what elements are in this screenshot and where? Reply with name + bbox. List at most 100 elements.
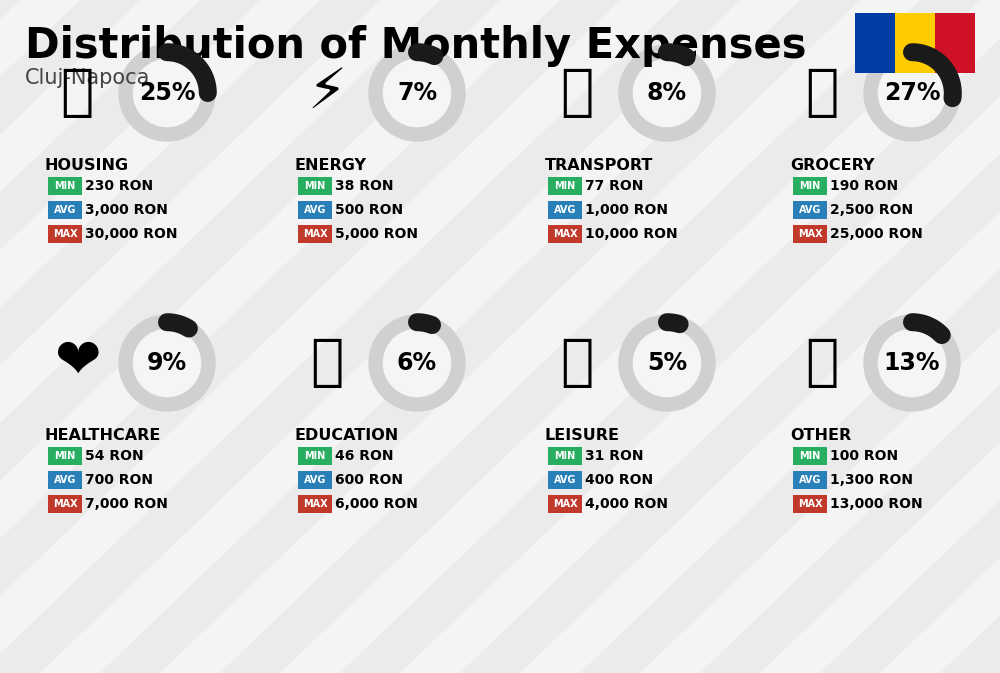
FancyBboxPatch shape bbox=[793, 447, 827, 465]
Circle shape bbox=[383, 329, 451, 396]
Text: 25%: 25% bbox=[139, 81, 195, 105]
FancyBboxPatch shape bbox=[935, 13, 975, 73]
Circle shape bbox=[369, 315, 465, 411]
FancyBboxPatch shape bbox=[298, 225, 332, 243]
FancyBboxPatch shape bbox=[48, 471, 82, 489]
Text: MAX: MAX bbox=[303, 499, 327, 509]
Text: AVG: AVG bbox=[799, 475, 821, 485]
Circle shape bbox=[119, 45, 215, 141]
Polygon shape bbox=[0, 0, 560, 673]
Polygon shape bbox=[0, 0, 80, 673]
Circle shape bbox=[878, 59, 946, 127]
Text: 30,000 RON: 30,000 RON bbox=[85, 227, 178, 241]
Text: HEALTHCARE: HEALTHCARE bbox=[45, 428, 161, 443]
Text: 100 RON: 100 RON bbox=[830, 449, 898, 463]
FancyBboxPatch shape bbox=[48, 201, 82, 219]
FancyBboxPatch shape bbox=[793, 495, 827, 513]
Text: MIN: MIN bbox=[554, 181, 576, 191]
Text: AVG: AVG bbox=[554, 475, 576, 485]
Text: 2,500 RON: 2,500 RON bbox=[830, 203, 913, 217]
Text: AVG: AVG bbox=[54, 475, 76, 485]
Text: MAX: MAX bbox=[553, 499, 577, 509]
FancyBboxPatch shape bbox=[298, 447, 332, 465]
Text: 13,000 RON: 13,000 RON bbox=[830, 497, 923, 511]
Text: TRANSPORT: TRANSPORT bbox=[545, 158, 653, 173]
Polygon shape bbox=[40, 0, 800, 673]
Text: 27%: 27% bbox=[884, 81, 940, 105]
Text: MIN: MIN bbox=[554, 451, 576, 461]
Text: MIN: MIN bbox=[54, 451, 76, 461]
Text: AVG: AVG bbox=[554, 205, 576, 215]
Polygon shape bbox=[160, 0, 920, 673]
FancyBboxPatch shape bbox=[793, 471, 827, 489]
Circle shape bbox=[119, 315, 215, 411]
FancyBboxPatch shape bbox=[298, 495, 332, 513]
Text: AVG: AVG bbox=[799, 205, 821, 215]
Polygon shape bbox=[880, 0, 1000, 673]
Text: MAX: MAX bbox=[553, 229, 577, 239]
Text: 7,000 RON: 7,000 RON bbox=[85, 497, 168, 511]
Text: Distribution of Monthly Expenses: Distribution of Monthly Expenses bbox=[25, 25, 806, 67]
FancyBboxPatch shape bbox=[48, 225, 82, 243]
FancyBboxPatch shape bbox=[548, 177, 582, 195]
Text: MAX: MAX bbox=[53, 499, 77, 509]
Text: 600 RON: 600 RON bbox=[335, 473, 403, 487]
Text: 700 RON: 700 RON bbox=[85, 473, 153, 487]
Text: 5%: 5% bbox=[647, 351, 687, 375]
Text: 🏢: 🏢 bbox=[60, 66, 94, 120]
FancyBboxPatch shape bbox=[793, 201, 827, 219]
Text: MIN: MIN bbox=[799, 181, 821, 191]
Text: 6%: 6% bbox=[397, 351, 437, 375]
Polygon shape bbox=[760, 0, 1000, 673]
Text: 4,000 RON: 4,000 RON bbox=[585, 497, 668, 511]
Polygon shape bbox=[0, 0, 200, 673]
Text: Cluj-Napoca: Cluj-Napoca bbox=[25, 68, 150, 88]
FancyBboxPatch shape bbox=[548, 201, 582, 219]
FancyBboxPatch shape bbox=[298, 201, 332, 219]
FancyBboxPatch shape bbox=[793, 225, 827, 243]
Polygon shape bbox=[400, 0, 1000, 673]
Text: HOUSING: HOUSING bbox=[45, 158, 129, 173]
FancyBboxPatch shape bbox=[855, 13, 895, 73]
Text: 🛍: 🛍 bbox=[805, 66, 839, 120]
Text: ENERGY: ENERGY bbox=[295, 158, 367, 173]
Text: 6,000 RON: 6,000 RON bbox=[335, 497, 418, 511]
Text: 46 RON: 46 RON bbox=[335, 449, 394, 463]
Circle shape bbox=[133, 59, 201, 127]
Text: GROCERY: GROCERY bbox=[790, 158, 874, 173]
FancyBboxPatch shape bbox=[548, 225, 582, 243]
FancyBboxPatch shape bbox=[298, 471, 332, 489]
Text: 1,000 RON: 1,000 RON bbox=[585, 203, 668, 217]
Circle shape bbox=[619, 45, 715, 141]
Text: 38 RON: 38 RON bbox=[335, 179, 394, 193]
Polygon shape bbox=[0, 0, 440, 673]
Text: MAX: MAX bbox=[798, 499, 822, 509]
Text: 8%: 8% bbox=[647, 81, 687, 105]
FancyBboxPatch shape bbox=[548, 495, 582, 513]
Circle shape bbox=[633, 329, 701, 396]
FancyBboxPatch shape bbox=[548, 471, 582, 489]
Text: AVG: AVG bbox=[304, 205, 326, 215]
Polygon shape bbox=[0, 0, 320, 673]
Text: 🛍: 🛍 bbox=[560, 336, 594, 390]
Circle shape bbox=[864, 45, 960, 141]
Text: EDUCATION: EDUCATION bbox=[295, 428, 399, 443]
Text: MAX: MAX bbox=[798, 229, 822, 239]
Polygon shape bbox=[520, 0, 1000, 673]
Text: MIN: MIN bbox=[304, 451, 326, 461]
Text: MAX: MAX bbox=[303, 229, 327, 239]
Text: LEISURE: LEISURE bbox=[545, 428, 620, 443]
FancyBboxPatch shape bbox=[895, 13, 935, 73]
Text: 5,000 RON: 5,000 RON bbox=[335, 227, 418, 241]
Text: 54 RON: 54 RON bbox=[85, 449, 144, 463]
FancyBboxPatch shape bbox=[548, 447, 582, 465]
Text: 🚌: 🚌 bbox=[560, 66, 594, 120]
Text: AVG: AVG bbox=[54, 205, 76, 215]
Text: 500 RON: 500 RON bbox=[335, 203, 403, 217]
Text: 1,300 RON: 1,300 RON bbox=[830, 473, 913, 487]
Text: 7%: 7% bbox=[397, 81, 437, 105]
Circle shape bbox=[369, 45, 465, 141]
Text: 10,000 RON: 10,000 RON bbox=[585, 227, 678, 241]
Text: 25,000 RON: 25,000 RON bbox=[830, 227, 923, 241]
Circle shape bbox=[878, 329, 946, 396]
